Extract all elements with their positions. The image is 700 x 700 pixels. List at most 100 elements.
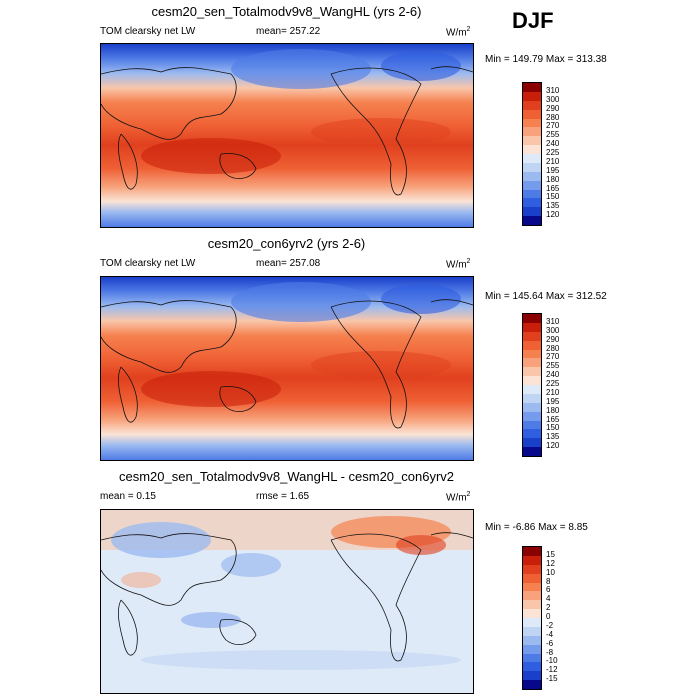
colorbar-tick-label: 165 — [546, 183, 560, 193]
colorbar-tick-label: 300 — [546, 94, 560, 104]
colorbar-segment — [523, 547, 541, 556]
panel-3-title: cesm20_sen_Totalmodv9v8_WangHL - cesm20_… — [118, 469, 455, 484]
colorbar-tick-label: 280 — [546, 343, 560, 353]
colorbar-tick-label: -10 — [546, 656, 558, 666]
colorbar-tick-label: 270 — [546, 352, 560, 362]
panel-2-field — [101, 277, 473, 460]
colorbar-tick-label: 310 — [546, 85, 560, 95]
colorbar-segment — [523, 216, 541, 225]
panel-3-center-label: rmse = 1.65 — [256, 491, 310, 502]
colorbar-segment — [523, 118, 541, 128]
colorbar-tick-label: 290 — [546, 103, 560, 113]
panel-1-colorbar — [522, 82, 542, 226]
colorbar-tick-label: 10 — [546, 567, 555, 577]
colorbar-segment — [523, 671, 541, 681]
panel-3-colorbar-ticks: 15 12 10 8 6 4 2 0 -2 -4 -6 -8 -10 -12 -15 — [546, 546, 586, 688]
colorbar-tick-label: 280 — [546, 112, 560, 122]
panel-3-colorbar — [522, 546, 542, 690]
colorbar-segment — [523, 180, 541, 190]
colorbar-tick-label: 120 — [546, 210, 560, 220]
colorbar-segment — [523, 331, 541, 341]
panel-1-field — [101, 44, 473, 227]
colorbar-segment — [523, 653, 541, 663]
colorbar-tick-label: 135 — [546, 432, 560, 442]
panel-3-coastlines — [101, 532, 473, 662]
panel-2-colorbar-fill — [523, 314, 541, 456]
colorbar-segment — [523, 340, 541, 350]
colorbar-segment — [523, 162, 541, 172]
colorbar-segment — [523, 385, 541, 394]
colorbar-segment — [523, 582, 541, 592]
colorbar-segment — [523, 609, 541, 618]
colorbar-tick-label: 195 — [546, 396, 560, 406]
colorbar-tick-label: 255 — [546, 130, 560, 140]
colorbar-tick-label: -12 — [546, 665, 558, 675]
colorbar-segment — [523, 314, 541, 323]
colorbar-tick-label: 4 — [546, 594, 551, 604]
panel-3-minmax: Min = -6.86 Max = 8.85 — [485, 522, 588, 533]
colorbar-segment — [523, 376, 541, 385]
colorbar-tick-label: 195 — [546, 165, 560, 175]
panel-1-map — [100, 43, 474, 228]
colorbar-tick-label: 135 — [546, 201, 560, 211]
colorbar-tick-label: 150 — [546, 423, 560, 433]
colorbar-tick-label: 15 — [546, 549, 555, 559]
colorbar-tick-label: 255 — [546, 361, 560, 371]
colorbar-segment — [523, 145, 541, 154]
panel-3-map — [100, 509, 474, 694]
colorbar-tick-label: -8 — [546, 647, 554, 657]
colorbar-segment — [523, 367, 541, 377]
colorbar-segment — [523, 447, 541, 456]
colorbar-segment — [523, 429, 541, 439]
panel-3-field — [101, 510, 473, 693]
panel-1-colorbar-ticks: 310 300 290 280 270 255 240 225 210 195 180 165 150 1… — [546, 82, 586, 224]
panel-2-colorbar-ticks: 310 300 290 280 270 255 240 225 210 195 180 165 150 1… — [546, 313, 586, 455]
panel-1-title: cesm20_sen_Totalmodv9v8_WangHL (yrs 2-6) — [151, 4, 422, 19]
panel-1-center-label: mean= 257.22 — [256, 26, 321, 37]
colorbar-segment — [523, 136, 541, 146]
colorbar-segment — [523, 189, 541, 199]
colorbar-tick-label: 180 — [546, 174, 560, 184]
colorbar-segment — [523, 100, 541, 110]
colorbar-segment — [523, 635, 541, 645]
colorbar-segment — [523, 207, 541, 217]
panel-2-units: W/m2 — [446, 258, 471, 271]
colorbar-tick-label: 120 — [546, 441, 560, 451]
season-label: DJF — [512, 8, 554, 33]
colorbar-segment — [523, 91, 541, 101]
colorbar-segment — [523, 564, 541, 574]
colorbar-segment — [523, 591, 541, 601]
colorbar-tick-label: 2 — [546, 603, 551, 613]
panel-3-units: W/m2 — [446, 491, 471, 504]
colorbar-segment — [523, 618, 541, 627]
colorbar-segment — [523, 411, 541, 421]
colorbar-tick-label: 210 — [546, 156, 560, 166]
colorbar-segment — [523, 349, 541, 359]
colorbar-tick-label: -15 — [546, 674, 558, 684]
colorbar-tick-label: 290 — [546, 334, 560, 344]
colorbar-tick-label: 0 — [546, 612, 551, 621]
colorbar-tick-label: 210 — [546, 387, 560, 397]
colorbar-tick-label: 180 — [546, 405, 560, 415]
colorbar-segment — [523, 109, 541, 119]
panel-1-minmax: Min = 149.79 Max = 313.38 — [485, 54, 607, 65]
colorbar-tick-label: -6 — [546, 638, 554, 648]
panel-2-coastlines — [101, 299, 473, 429]
colorbar-tick-label: 300 — [546, 325, 560, 335]
colorbar-tick-label: 270 — [546, 121, 560, 131]
colorbar-tick-label: 225 — [546, 379, 560, 388]
panel-1-coastlines — [101, 66, 473, 196]
colorbar-tick-label: 8 — [546, 576, 551, 586]
colorbar-segment — [523, 127, 541, 137]
colorbar-segment — [523, 154, 541, 163]
colorbar-segment — [523, 438, 541, 448]
colorbar-tick-label: 225 — [546, 148, 560, 157]
colorbar-segment — [523, 402, 541, 412]
panel-1-units: W/m2 — [446, 26, 471, 39]
colorbar-tick-label: 310 — [546, 316, 560, 326]
colorbar-tick-label: 240 — [546, 370, 560, 380]
panel-2-map — [100, 276, 474, 461]
colorbar-tick-label: -2 — [546, 620, 554, 630]
panel-2-minmax: Min = 145.64 Max = 312.52 — [485, 291, 607, 302]
panel-2-colorbar — [522, 313, 542, 457]
